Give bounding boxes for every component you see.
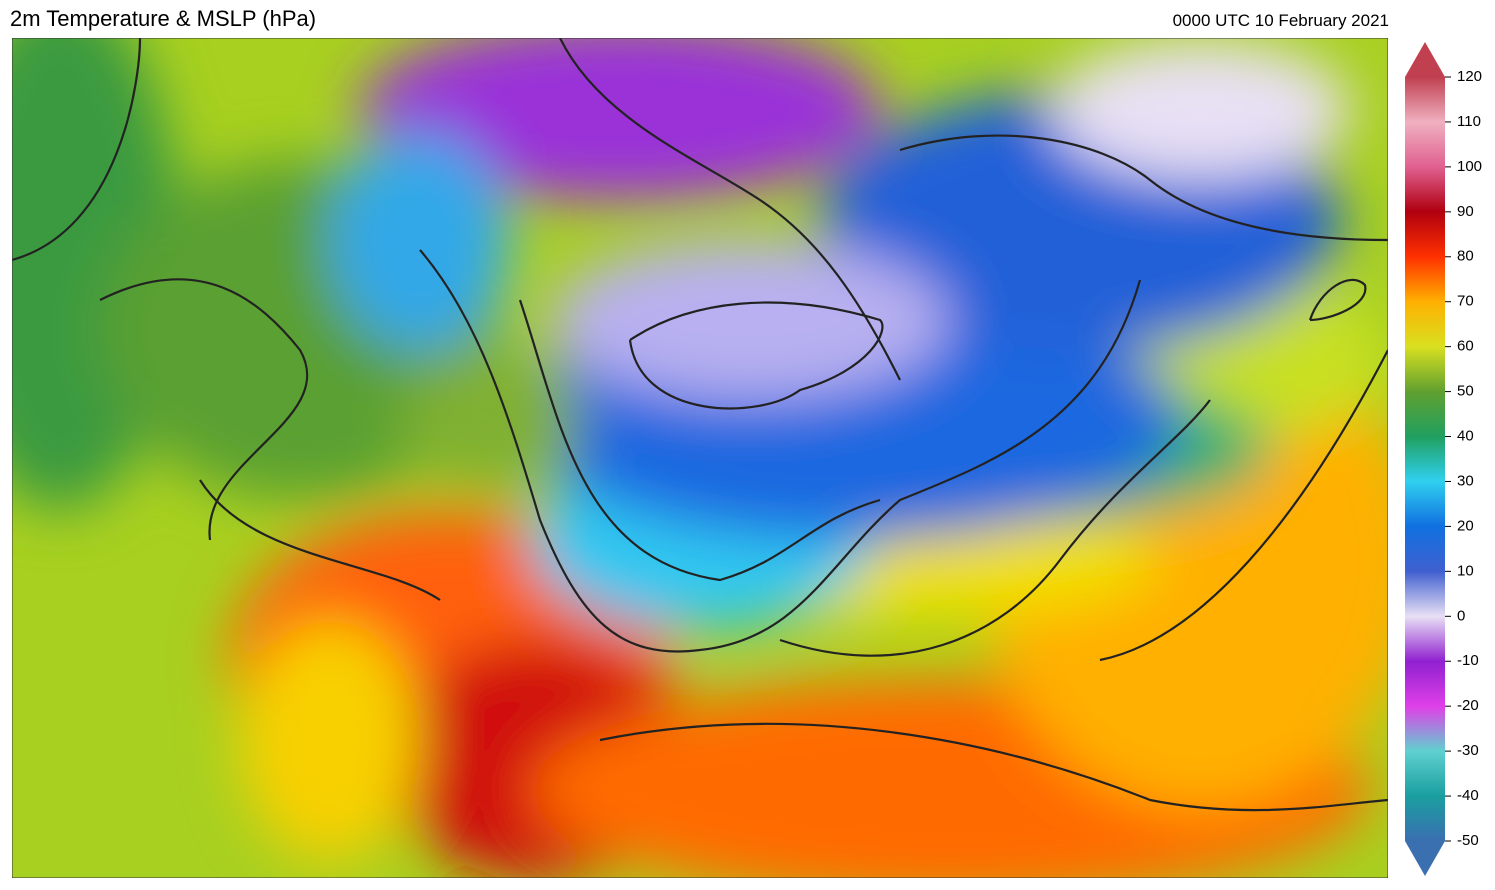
colorbar-tick-label: 70 — [1457, 293, 1474, 310]
colorbar-tick-label: 30 — [1457, 472, 1474, 489]
colorbar-tick-label: 120 — [1457, 68, 1482, 85]
valid-time: 0000 UTC 10 February 2021 — [1172, 11, 1389, 30]
colorbar-tick-label: 0 — [1457, 607, 1465, 624]
colorbar-tick-label: -40 — [1457, 787, 1479, 804]
colorbar-tick-label: -30 — [1457, 742, 1479, 759]
colorbar-tick-label: 20 — [1457, 517, 1474, 534]
colorbar: -50 -40 -30 -20 -10 0 10 20 30 40 50 60 70 80 90 100 110… — [1405, 42, 1482, 876]
colorbar-top-extend — [1405, 42, 1445, 77]
colorbar-tick-label: 60 — [1457, 338, 1474, 355]
map-title: 2m Temperature & MSLP (hPa) — [10, 6, 317, 31]
pressure-contours — [12, 38, 1388, 812]
colorbar-bottom-extend — [1405, 841, 1445, 876]
temperature-field — [12, 38, 1388, 878]
colorbar-tick-label: 100 — [1457, 158, 1482, 175]
colorbar-tick-label: 90 — [1457, 203, 1474, 220]
colorbar-tick-label: -50 — [1457, 832, 1479, 849]
colorbar-tick-label: 50 — [1457, 383, 1474, 400]
colorbar-tick-label: -20 — [1457, 697, 1479, 714]
colorbar-tick-label: 40 — [1457, 427, 1474, 444]
colorbar-fill — [1405, 77, 1445, 841]
colorbar-tick-label: 10 — [1457, 562, 1474, 579]
colorbar-tick-label: 80 — [1457, 248, 1474, 265]
colorbar-tick-label: 110 — [1457, 113, 1481, 130]
colorbar-tick-label: -10 — [1457, 652, 1479, 669]
